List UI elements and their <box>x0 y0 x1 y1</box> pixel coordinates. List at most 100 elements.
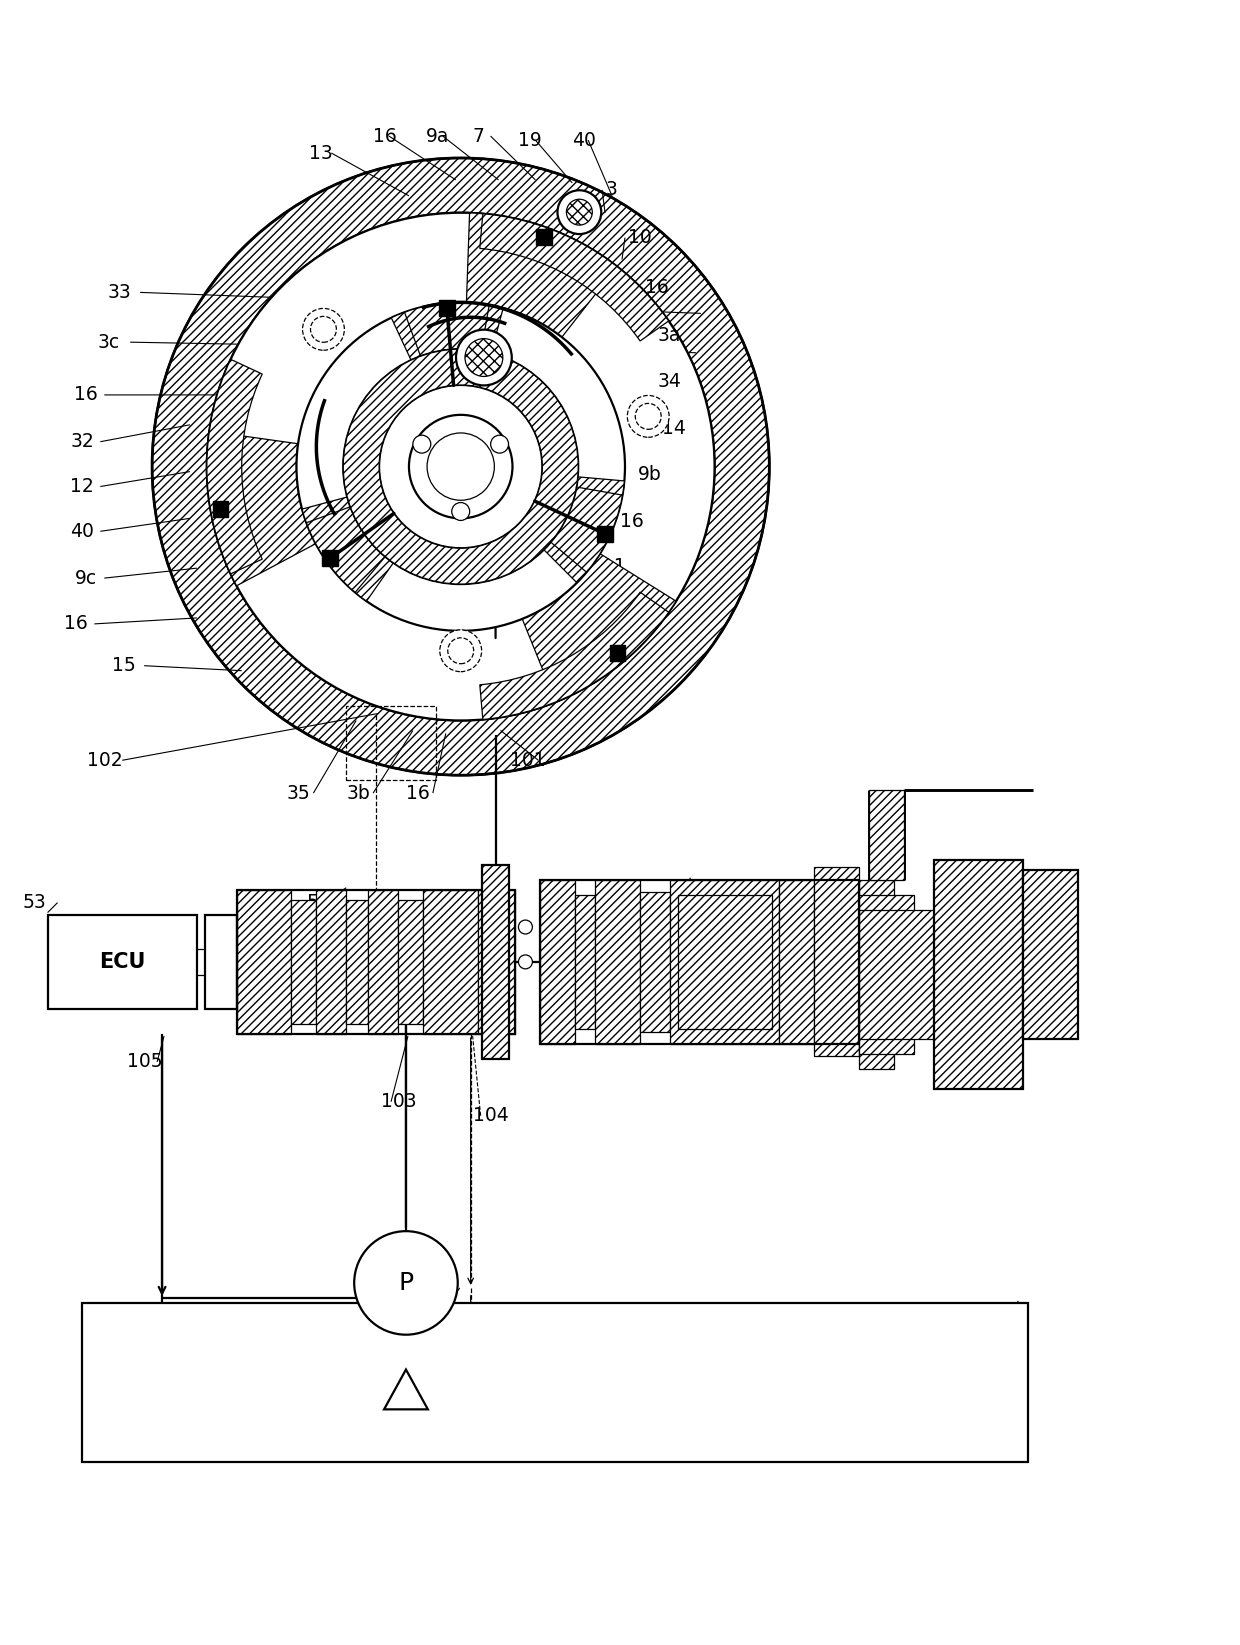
Text: 19: 19 <box>518 130 542 150</box>
Bar <box>205 915 237 1008</box>
Circle shape <box>296 303 625 632</box>
Circle shape <box>635 403 661 429</box>
Text: 16: 16 <box>645 278 668 296</box>
Text: 34: 34 <box>658 372 682 392</box>
Text: 40: 40 <box>71 521 94 541</box>
Bar <box>541 880 575 1045</box>
Circle shape <box>567 199 593 225</box>
Bar <box>237 890 516 1035</box>
Text: 9b: 9b <box>637 466 662 484</box>
Wedge shape <box>522 554 676 702</box>
Wedge shape <box>392 303 503 360</box>
Bar <box>575 895 595 1030</box>
Text: 12: 12 <box>71 477 94 497</box>
Bar <box>595 880 640 1045</box>
Bar <box>815 867 859 1056</box>
Bar <box>1023 870 1078 1040</box>
Bar <box>536 229 552 245</box>
Text: 16: 16 <box>373 127 397 146</box>
Text: 35: 35 <box>286 783 310 803</box>
Circle shape <box>355 1230 458 1334</box>
Text: 11: 11 <box>603 556 626 576</box>
Text: 3c: 3c <box>98 332 119 352</box>
Circle shape <box>465 339 502 377</box>
Wedge shape <box>207 431 316 586</box>
Bar <box>346 706 435 780</box>
Bar <box>670 880 779 1045</box>
Circle shape <box>627 395 670 438</box>
Circle shape <box>379 385 542 548</box>
Circle shape <box>448 638 474 663</box>
Bar <box>82 1303 1028 1462</box>
Wedge shape <box>207 359 262 574</box>
Text: 51: 51 <box>306 893 330 911</box>
Circle shape <box>409 415 512 518</box>
Bar <box>237 890 291 1035</box>
Circle shape <box>491 436 508 452</box>
Bar <box>678 895 773 1030</box>
Polygon shape <box>384 1370 428 1410</box>
Text: ECU: ECU <box>99 952 145 972</box>
Bar <box>541 880 859 1045</box>
Text: 16: 16 <box>74 385 98 405</box>
Text: 16: 16 <box>64 614 88 633</box>
Text: 3a: 3a <box>658 326 681 345</box>
Bar <box>439 299 455 316</box>
Circle shape <box>518 954 532 969</box>
Circle shape <box>427 433 495 500</box>
Text: 7: 7 <box>472 127 485 146</box>
Text: 14: 14 <box>662 419 686 438</box>
Bar <box>322 549 339 566</box>
Text: 52: 52 <box>682 893 706 911</box>
Text: 102: 102 <box>87 750 123 770</box>
Circle shape <box>558 191 601 234</box>
Text: 9a: 9a <box>425 127 449 146</box>
Bar <box>779 880 815 1045</box>
Circle shape <box>310 316 336 342</box>
Text: 10: 10 <box>627 229 652 247</box>
Text: 40: 40 <box>562 607 587 625</box>
Wedge shape <box>480 592 668 719</box>
Wedge shape <box>480 214 668 341</box>
Text: 13: 13 <box>310 143 334 163</box>
Text: 103: 103 <box>381 1092 417 1112</box>
Text: 40: 40 <box>572 130 596 150</box>
Text: 15: 15 <box>113 656 136 674</box>
Bar <box>47 915 197 1008</box>
Text: 101: 101 <box>511 750 546 770</box>
Wedge shape <box>343 349 578 584</box>
Text: 16: 16 <box>405 783 430 803</box>
Bar <box>212 502 228 517</box>
Bar <box>368 890 398 1035</box>
Text: 105: 105 <box>128 1053 162 1071</box>
Text: P: P <box>398 1272 413 1295</box>
Wedge shape <box>153 158 769 775</box>
Text: 61: 61 <box>954 1428 977 1446</box>
Text: 53: 53 <box>22 893 46 911</box>
Bar <box>291 900 316 1025</box>
Text: 3: 3 <box>605 181 618 199</box>
Bar <box>481 865 510 1059</box>
Text: 104: 104 <box>472 1105 508 1125</box>
Bar <box>934 860 1023 1089</box>
Text: 16: 16 <box>620 512 644 531</box>
Bar <box>423 890 477 1035</box>
Bar <box>610 645 625 661</box>
Circle shape <box>413 436 430 452</box>
Text: 60: 60 <box>409 1331 433 1351</box>
Bar <box>859 895 914 1054</box>
Bar <box>640 892 670 1031</box>
Bar <box>477 890 516 1035</box>
Bar <box>869 790 904 880</box>
Circle shape <box>456 329 512 385</box>
Text: 3b: 3b <box>346 783 370 803</box>
Wedge shape <box>303 497 393 600</box>
Circle shape <box>343 349 578 584</box>
Text: 32: 32 <box>71 433 94 451</box>
Wedge shape <box>544 477 625 582</box>
Circle shape <box>440 630 481 671</box>
Text: 50: 50 <box>946 1046 970 1066</box>
Circle shape <box>518 920 532 934</box>
Wedge shape <box>466 212 618 337</box>
Circle shape <box>303 308 345 350</box>
